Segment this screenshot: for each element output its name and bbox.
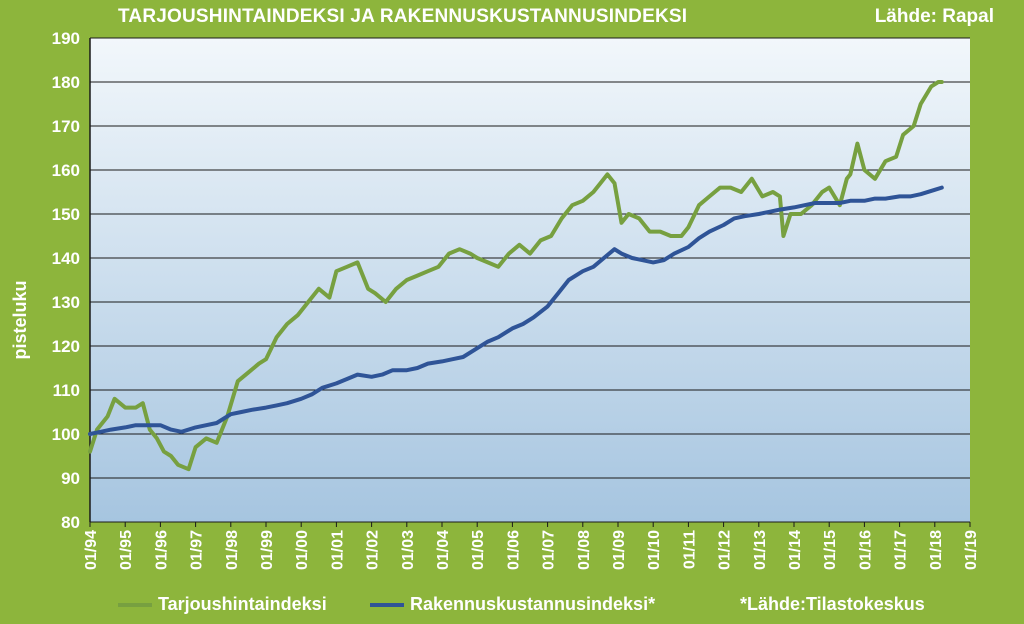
x-tick-label: 01/07 (541, 530, 558, 570)
y-tick-label: 80 (61, 513, 80, 532)
y-tick-label: 100 (52, 425, 80, 444)
y-tick-label: 180 (52, 73, 80, 92)
x-tick-label: 01/08 (576, 530, 593, 570)
series-line-tarjoushintaindeksi (88, 80, 944, 472)
x-axis-ticks: 01/94 01/95 01/96 01/97 01/98 01/99 01/00 01/01… (83, 522, 980, 570)
x-tick-label: 01/13 (752, 530, 769, 570)
y-tick-label: 160 (52, 161, 80, 180)
legend-item-green: Tarjoushintaindeksi (118, 594, 327, 615)
y-tick-label: 140 (52, 249, 80, 268)
x-tick-label: 01/05 (470, 530, 487, 570)
y-tick-label: 120 (52, 337, 80, 356)
x-tick-label: 01/17 (893, 530, 910, 570)
footnote: *Lähde:Tilastokeskus (740, 594, 925, 614)
y-tick-label: 90 (61, 469, 80, 488)
x-tick-label: 01/95 (118, 530, 135, 570)
series-line-rakennuskustannusindeksi (88, 185, 944, 436)
x-tick-label: 01/00 (294, 530, 311, 570)
x-tick-label: 01/11 (681, 530, 698, 569)
x-tick-label: 01/04 (435, 530, 452, 570)
legend-label-blue: Rakennuskustannusindeksi* (410, 594, 656, 614)
x-tick-label: 01/01 (329, 530, 346, 570)
x-tick-label: 01/94 (83, 530, 100, 570)
y-tick-label: 190 (52, 29, 80, 48)
y-axis-ticks: 80 90 100 110 120 130 140 150 160 170 180 190 (52, 29, 80, 532)
legend: Tarjoushintaindeksi Rakennuskustannusind… (118, 594, 998, 618)
chart-title: TARJOUSHINTAINDEKSI JA RAKENNUSKUSTANNUS… (118, 6, 688, 27)
x-tick-label: 01/10 (646, 530, 663, 570)
y-tick-label: 110 (53, 381, 80, 400)
y-axis-label: pisteluku (10, 280, 30, 359)
x-tick-label: 01/15 (822, 530, 839, 570)
y-tick-label: 150 (52, 205, 80, 224)
x-tick-label: 01/99 (259, 530, 276, 570)
plot-area (90, 38, 970, 522)
x-tick-label: 01/98 (224, 530, 241, 570)
y-tick-label: 170 (52, 117, 80, 136)
x-tick-label: 01/97 (189, 530, 206, 570)
x-tick-label: 01/03 (400, 530, 417, 570)
y-tick-label: 130 (52, 293, 80, 312)
source-label: Lähde: Rapal (874, 6, 994, 27)
x-tick-label: 01/96 (153, 530, 170, 570)
x-tick-label: 01/19 (963, 530, 980, 570)
x-tick-label: 01/09 (611, 530, 628, 570)
series-lines (88, 80, 944, 472)
x-tick-label: 01/12 (717, 530, 734, 570)
legend-label-green: Tarjoushintaindeksi (158, 594, 327, 614)
gridlines (89, 37, 970, 523)
legend-item-blue: Rakennuskustannusindeksi* (370, 594, 655, 615)
legend-swatch-blue (370, 602, 404, 607)
x-tick-label: 01/14 (787, 530, 804, 570)
x-tick-label: 01/16 (857, 530, 874, 570)
x-tick-label: 01/02 (365, 530, 382, 570)
legend-swatch-green (118, 602, 152, 607)
x-tick-label: 01/18 (928, 530, 945, 570)
x-tick-label: 01/06 (505, 530, 522, 570)
